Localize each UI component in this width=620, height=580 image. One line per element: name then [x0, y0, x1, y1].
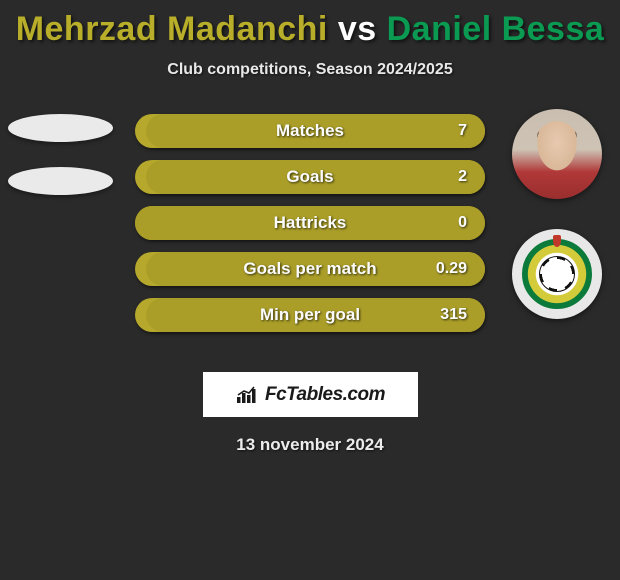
stat-bar-goals: Goals 2	[135, 160, 485, 194]
brand-text: FcTables.com	[265, 384, 385, 406]
stat-bars: Matches 7 Goals 2 Hattricks 0 Goals per match 0…	[135, 114, 485, 344]
right-player-avatars	[512, 109, 602, 349]
stat-label: Matches	[276, 121, 344, 141]
player2-club-logo	[512, 229, 602, 319]
left-player-placeholders	[8, 114, 113, 220]
chart-icon	[235, 385, 259, 405]
player1-club-placeholder	[8, 167, 113, 195]
stat-value: 7	[458, 122, 467, 140]
stat-bar-min-per-goal: Min per goal 315	[135, 298, 485, 332]
club-badge-icon	[522, 239, 592, 309]
stat-bar-hattricks: Hattricks 0	[135, 206, 485, 240]
brand-badge: FcTables.com	[203, 372, 418, 417]
stat-label: Min per goal	[260, 305, 360, 325]
stat-bar-matches: Matches 7	[135, 114, 485, 148]
stats-area: Matches 7 Goals 2 Hattricks 0 Goals per match 0…	[0, 114, 620, 354]
player1-name: Mehrzad Madanchi	[16, 10, 328, 48]
vs-separator: vs	[338, 10, 377, 48]
stat-label: Goals per match	[243, 259, 376, 279]
stat-value: 0	[458, 214, 467, 232]
stat-label: Hattricks	[274, 213, 347, 233]
stat-value: 2	[458, 168, 467, 186]
stat-bar-goals-per-match: Goals per match 0.29	[135, 252, 485, 286]
season-subtitle: Club competitions, Season 2024/2025	[0, 61, 620, 79]
player1-avatar-placeholder	[8, 114, 113, 142]
stat-value: 0.29	[436, 260, 467, 278]
player2-name: Daniel Bessa	[387, 10, 605, 48]
comparison-title: Mehrzad Madanchi vs Daniel Bessa	[0, 0, 620, 49]
stat-value: 315	[440, 306, 467, 324]
snapshot-date: 13 november 2024	[0, 435, 620, 455]
stat-label: Goals	[286, 167, 333, 187]
player2-avatar	[512, 109, 602, 199]
